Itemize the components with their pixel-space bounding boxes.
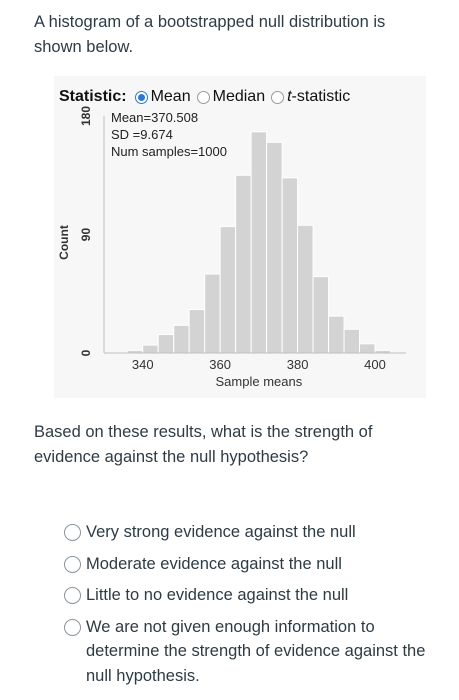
question-text: Based on these results, what is the stre… <box>34 423 373 466</box>
histogram-bar <box>204 273 221 354</box>
answer-choice[interactable]: Moderate evidence against the null <box>64 552 434 577</box>
x-axis-ticks: 340 360 380 400 <box>132 357 386 372</box>
histogram-bars <box>126 131 392 354</box>
statistic-option-mean[interactable]: Mean <box>134 88 191 106</box>
histogram-panel: Statistic: Mean Median t -statistic 0 90 18… <box>54 76 426 398</box>
statistic-option-italic: t <box>287 88 292 105</box>
histogram-bar <box>343 328 361 354</box>
y-axis-ticks: 0 90 180 <box>79 106 93 357</box>
y-tick-label: 180 <box>79 106 93 126</box>
statistic-option-label: Mean <box>150 88 191 105</box>
statistic-label: Statistic: <box>59 88 127 105</box>
question-intro: A histogram of a bootstrapped null distr… <box>34 13 386 56</box>
x-tick-label: 360 <box>209 357 231 372</box>
answer-choice-label: Moderate evidence against the null <box>86 554 342 573</box>
answer-choice-label: Very strong evidence against the null <box>86 523 356 541</box>
y-tick-label: 90 <box>79 228 93 242</box>
answer-choice[interactable]: Little to no evidence against the null <box>64 583 434 608</box>
histogram-bar <box>312 276 330 354</box>
statistic-option-label: -statistic <box>291 88 351 105</box>
statistic-option-median[interactable]: Median <box>196 88 266 106</box>
summary-mean: Mean=370.508 <box>111 110 198 125</box>
answer-choice-label: Little to no evidence against the null <box>86 586 349 604</box>
histogram-bar <box>266 141 283 354</box>
histogram-bar <box>219 226 237 354</box>
histogram-bar <box>157 334 175 354</box>
summary-num-samples: Num samples=1000 <box>111 144 227 159</box>
statistic-selector: Statistic: Mean Median t -statistic <box>59 86 356 108</box>
radio-unselected-icon[interactable] <box>196 90 210 104</box>
summary-sd: SD =9.674 <box>111 127 173 142</box>
histogram-bar <box>173 324 190 354</box>
histogram-bar <box>359 343 376 354</box>
radio-unselected-icon[interactable] <box>64 524 81 541</box>
histogram-chart: 0 90 180 340 360 380 400 Count Sample means M… <box>57 106 406 389</box>
radio-selected-icon[interactable] <box>134 90 148 104</box>
x-tick-label: 400 <box>364 357 386 372</box>
x-axis-label: Sample means <box>216 374 303 389</box>
histogram-bar <box>188 309 206 354</box>
answer-choice-label: We are not given enough information to d… <box>86 617 426 685</box>
histogram-bar <box>328 315 345 354</box>
y-axis-label: Count <box>57 225 71 260</box>
x-tick-label: 340 <box>132 357 154 372</box>
histogram-bar <box>297 224 314 354</box>
histogram-bar <box>235 174 252 354</box>
answer-choice[interactable]: We are not given enough information to d… <box>64 615 434 689</box>
radio-unselected-icon[interactable] <box>64 618 81 636</box>
statistic-option-t[interactable]: t -statistic <box>271 88 350 106</box>
y-tick-label: 0 <box>79 349 93 356</box>
histogram-bar <box>250 131 268 354</box>
answer-choice[interactable]: Very strong evidence against the null <box>64 520 434 545</box>
answer-choices: Very strong evidence against the null Mo… <box>64 520 434 695</box>
statistic-option-label: Median <box>212 88 266 105</box>
radio-unselected-icon[interactable] <box>64 587 81 604</box>
x-tick-label: 380 <box>287 357 309 372</box>
histogram-bar <box>281 177 299 354</box>
histogram-bar <box>142 344 159 354</box>
radio-unselected-icon[interactable] <box>64 555 81 573</box>
radio-unselected-icon[interactable] <box>271 90 285 104</box>
